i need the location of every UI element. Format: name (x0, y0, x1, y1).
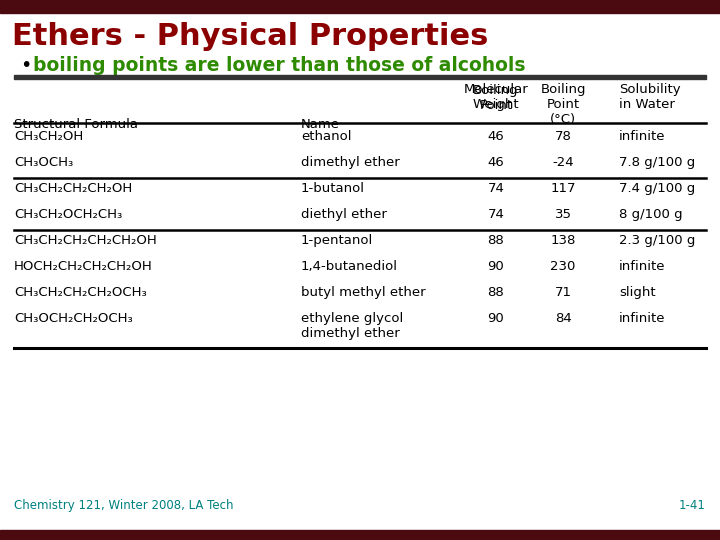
Text: 7.8 g/100 g: 7.8 g/100 g (619, 156, 696, 169)
Text: infinite: infinite (619, 260, 665, 273)
Text: 138: 138 (550, 234, 576, 247)
Text: -24: -24 (552, 156, 574, 169)
Text: 74: 74 (487, 208, 505, 221)
Text: 2.3 g/100 g: 2.3 g/100 g (619, 234, 696, 247)
Text: 88: 88 (487, 234, 505, 247)
Text: 7.4 g/100 g: 7.4 g/100 g (619, 182, 696, 195)
Text: Ethers - Physical Properties: Ethers - Physical Properties (12, 22, 488, 51)
Text: CH₃CH₂CH₂CH₂CH₂OH: CH₃CH₂CH₂CH₂CH₂OH (14, 234, 157, 247)
Text: •: • (20, 56, 32, 75)
Text: Name: Name (301, 118, 340, 131)
Text: 1-butanol: 1-butanol (301, 182, 365, 195)
Text: Boiling
Point: Boiling Point (521, 84, 566, 112)
Text: Molecular
Weight: Molecular Weight (464, 83, 528, 111)
Text: 46: 46 (487, 156, 505, 169)
Text: ethanol: ethanol (301, 130, 351, 143)
Text: 1-41: 1-41 (679, 499, 706, 512)
Text: Chemistry 121, Winter 2008, LA Tech: Chemistry 121, Winter 2008, LA Tech (14, 499, 233, 512)
Text: dimethyl ether: dimethyl ether (301, 156, 400, 169)
Text: butyl methyl ether: butyl methyl ether (301, 286, 426, 299)
Text: CH₃CH₂CH₂CH₂OH: CH₃CH₂CH₂CH₂OH (14, 182, 132, 195)
Text: infinite: infinite (619, 130, 665, 143)
Text: 46: 46 (487, 130, 505, 143)
Text: 84: 84 (554, 312, 572, 325)
Text: ethylene glycol
dimethyl ether: ethylene glycol dimethyl ether (301, 312, 403, 340)
Text: CH₃OCH₂CH₂OCH₃: CH₃OCH₂CH₂OCH₃ (14, 312, 132, 325)
Text: CH₃CH₂OH: CH₃CH₂OH (14, 130, 84, 143)
Text: 71: 71 (554, 286, 572, 299)
Text: 88: 88 (487, 286, 505, 299)
Text: 1-pentanol: 1-pentanol (301, 234, 373, 247)
Text: CH₃CH₂CH₂CH₂OCH₃: CH₃CH₂CH₂CH₂OCH₃ (14, 286, 147, 299)
Text: Boiling
Point
(°C): Boiling Point (°C) (540, 83, 586, 126)
Bar (0, 530, 720, 540)
Text: 1,4-butanediol: 1,4-butanediol (301, 260, 398, 273)
Text: Boiling
Point: Boiling Point (473, 84, 518, 112)
Text: 78: 78 (554, 130, 572, 143)
Text: Structural Formula: Structural Formula (14, 118, 138, 131)
Text: HOCH₂CH₂CH₂CH₂OH: HOCH₂CH₂CH₂CH₂OH (14, 260, 153, 273)
Text: boiling points are lower than those of alcohols: boiling points are lower than those of a… (33, 56, 526, 75)
Text: 230: 230 (550, 260, 576, 273)
Text: 90: 90 (487, 260, 505, 273)
Bar (14, 75, 706, 79)
Text: slight: slight (619, 286, 656, 299)
Text: 90: 90 (487, 312, 505, 325)
Text: CH₃CH₂OCH₂CH₃: CH₃CH₂OCH₂CH₃ (14, 208, 122, 221)
Text: 8 g/100 g: 8 g/100 g (619, 208, 683, 221)
Bar (0, 0, 720, 13)
Text: CH₃OCH₃: CH₃OCH₃ (14, 156, 73, 169)
Text: infinite: infinite (619, 312, 665, 325)
Text: 117: 117 (550, 182, 576, 195)
Text: 74: 74 (487, 182, 505, 195)
Text: diethyl ether: diethyl ether (301, 208, 387, 221)
Text: 35: 35 (554, 208, 572, 221)
Text: Solubility
in Water: Solubility in Water (619, 83, 680, 111)
